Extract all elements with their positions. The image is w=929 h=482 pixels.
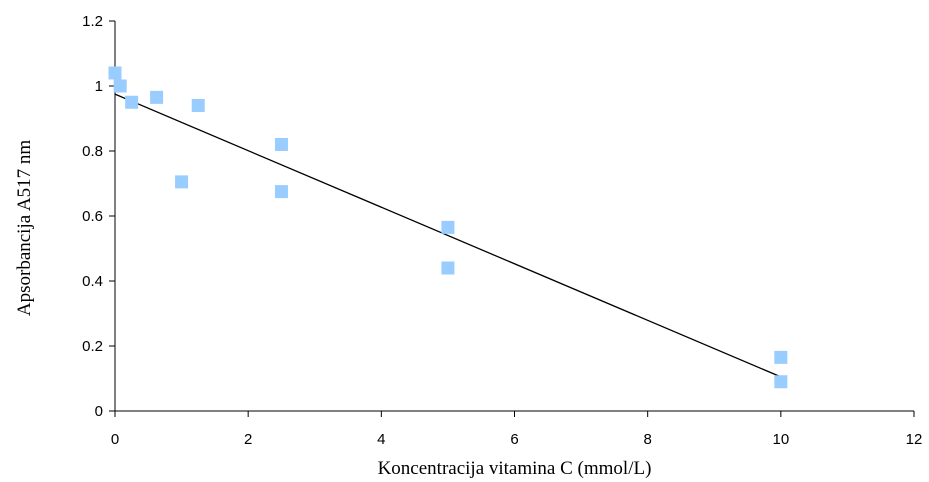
- x-tick-label: 8: [643, 431, 651, 448]
- y-tick-label: 0.2: [82, 338, 103, 355]
- data-point: [191, 99, 205, 112]
- x-tick-label: 2: [244, 431, 252, 448]
- axis-ticks: [109, 20, 915, 417]
- data-point: [113, 79, 127, 93]
- data-point: [441, 261, 455, 275]
- y-tick-label: 0.6: [82, 208, 103, 225]
- data-points: [108, 66, 788, 389]
- x-tick-label: 6: [510, 431, 518, 448]
- x-tick-label: 12: [906, 431, 923, 448]
- x-tick-label: 4: [377, 431, 385, 448]
- x-tick-label: 0: [111, 431, 119, 448]
- data-point: [125, 95, 139, 109]
- y-tick-label: 1: [95, 78, 103, 95]
- trendline: [114, 93, 782, 378]
- data-point: [274, 185, 288, 199]
- axes: [114, 21, 914, 412]
- data-point: [441, 220, 455, 234]
- data-point: [774, 350, 788, 364]
- x-tick-label: 10: [772, 431, 789, 448]
- axis-tick-labels: 0 2 4 6 8 10 12 0 0.2 0.4 0.6 0.8 1 1.2: [82, 13, 922, 448]
- y-axis-title: Apsorbancija A517 nm: [14, 140, 35, 316]
- data-point: [108, 66, 122, 80]
- y-tick-label: 1.2: [82, 13, 103, 30]
- y-tick-label: 0: [95, 403, 103, 420]
- y-tick-label: 0.4: [82, 273, 103, 290]
- y-tick-label: 0.8: [82, 143, 103, 160]
- x-axis-title: Koncentracija vitamina C (mmol/L): [378, 458, 652, 479]
- data-point: [175, 175, 189, 189]
- data-point: [774, 375, 788, 389]
- data-point: [150, 90, 164, 104]
- data-point: [274, 138, 288, 151]
